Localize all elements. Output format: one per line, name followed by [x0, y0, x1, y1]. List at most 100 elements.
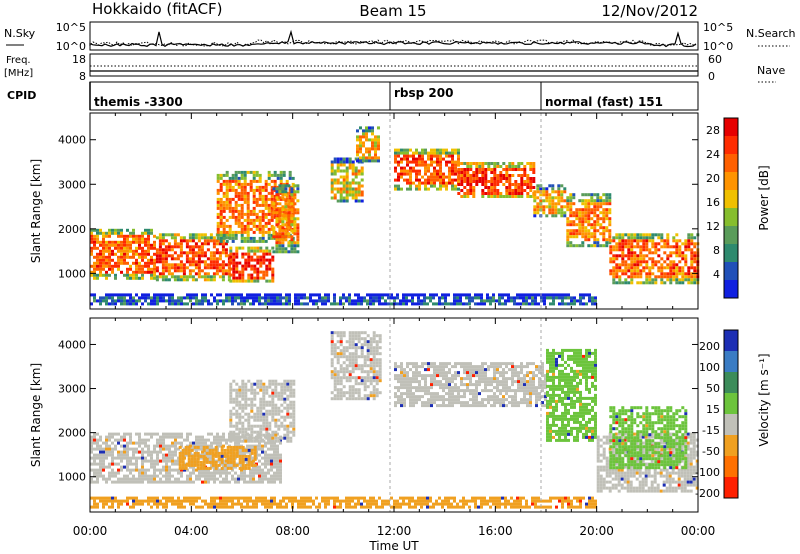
power-cell	[216, 221, 220, 225]
power-cell	[555, 293, 558, 297]
velocity-cell	[138, 477, 141, 481]
power-cell	[371, 141, 374, 145]
power-cell	[222, 233, 226, 237]
power-cell	[150, 258, 153, 262]
power-cell	[403, 157, 406, 161]
power-cell	[216, 173, 220, 177]
power-cell	[587, 208, 591, 212]
power-cell	[147, 240, 150, 244]
power-cell	[234, 233, 238, 237]
power-cell	[356, 138, 359, 142]
power-cell	[342, 302, 345, 306]
velocity-cell	[117, 480, 120, 484]
velocity-cell	[256, 382, 260, 386]
velocity-cell	[261, 468, 264, 472]
power-cell	[99, 240, 102, 244]
power-cell	[630, 281, 634, 285]
velocity-cell	[475, 401, 478, 405]
power-cell	[333, 299, 336, 303]
velocity-cell	[268, 436, 272, 440]
power-cell	[591, 296, 594, 300]
power-cell	[195, 299, 198, 303]
velocity-cell	[351, 367, 355, 371]
power-cell	[231, 176, 235, 180]
power-cell	[198, 299, 201, 303]
velocity-cell	[345, 376, 349, 380]
power-cell	[472, 186, 476, 189]
velocity-cell	[174, 432, 177, 436]
power-cell	[424, 151, 427, 155]
power-cell	[584, 202, 588, 206]
power-cell	[225, 179, 229, 183]
velocity-cell	[273, 471, 276, 475]
power-cell	[533, 193, 537, 197]
power-cell	[472, 180, 476, 183]
power-cell	[348, 184, 352, 188]
power-cell	[636, 260, 640, 264]
power-cell	[621, 263, 625, 267]
velocity-cell	[229, 421, 233, 425]
power-cell	[633, 236, 637, 240]
velocity-cell	[135, 459, 138, 463]
power-cell	[502, 162, 506, 165]
power-cell	[505, 195, 509, 198]
velocity-cell	[292, 388, 296, 392]
velocity-cell	[283, 391, 287, 395]
velocity-cell	[250, 439, 254, 443]
power-cell	[501, 302, 504, 306]
power-cell	[372, 299, 375, 303]
power-cell	[132, 299, 135, 303]
power-cell	[111, 264, 114, 268]
power-cell	[618, 233, 622, 237]
power-cell	[529, 180, 533, 183]
power-cell	[253, 276, 257, 280]
power-cell	[296, 199, 300, 203]
power-cell	[267, 197, 271, 201]
velocity-cell	[469, 380, 472, 384]
velocity-cell	[451, 374, 454, 378]
power-cell	[249, 179, 253, 183]
velocity-cell	[366, 385, 370, 389]
power-cell	[158, 233, 162, 237]
power-cell	[93, 261, 96, 265]
power-cell	[216, 200, 220, 204]
velocity-cell	[225, 477, 228, 481]
power-cell	[108, 258, 111, 262]
power-cell	[439, 172, 442, 176]
velocity-cell	[211, 451, 215, 455]
power-cell	[469, 174, 473, 177]
power-cell	[267, 212, 271, 216]
velocity-cell	[289, 436, 293, 440]
power-cell	[657, 248, 661, 252]
power-cell	[96, 252, 99, 256]
velocity-cell	[333, 349, 337, 353]
velocity-cell	[147, 474, 150, 478]
velocity-cell	[372, 331, 376, 335]
power-cell	[472, 174, 476, 177]
velocity-cell	[270, 462, 273, 466]
power-cell	[511, 195, 515, 198]
power-cell	[309, 296, 312, 300]
power-cell	[284, 205, 288, 209]
power-cell	[508, 174, 512, 177]
power-cell	[442, 151, 445, 155]
power-cell	[463, 180, 467, 183]
power-cell	[293, 202, 297, 206]
velocity-cell	[336, 397, 340, 401]
velocity-cell	[240, 474, 243, 478]
velocity-cell	[135, 480, 138, 484]
power-cell	[290, 241, 294, 245]
power-cell	[531, 302, 534, 306]
velocity-cell	[244, 430, 248, 434]
power-cell	[345, 175, 349, 179]
power-cell	[442, 157, 445, 161]
velocity-cell	[177, 471, 180, 475]
power-cell	[232, 276, 236, 280]
power-cell	[265, 252, 269, 256]
velocity-cell	[90, 438, 93, 442]
power-cell	[454, 169, 457, 173]
power-cell	[639, 248, 643, 252]
velocity-cell	[442, 389, 445, 393]
power-cell	[451, 172, 454, 176]
power-cell	[439, 169, 442, 173]
